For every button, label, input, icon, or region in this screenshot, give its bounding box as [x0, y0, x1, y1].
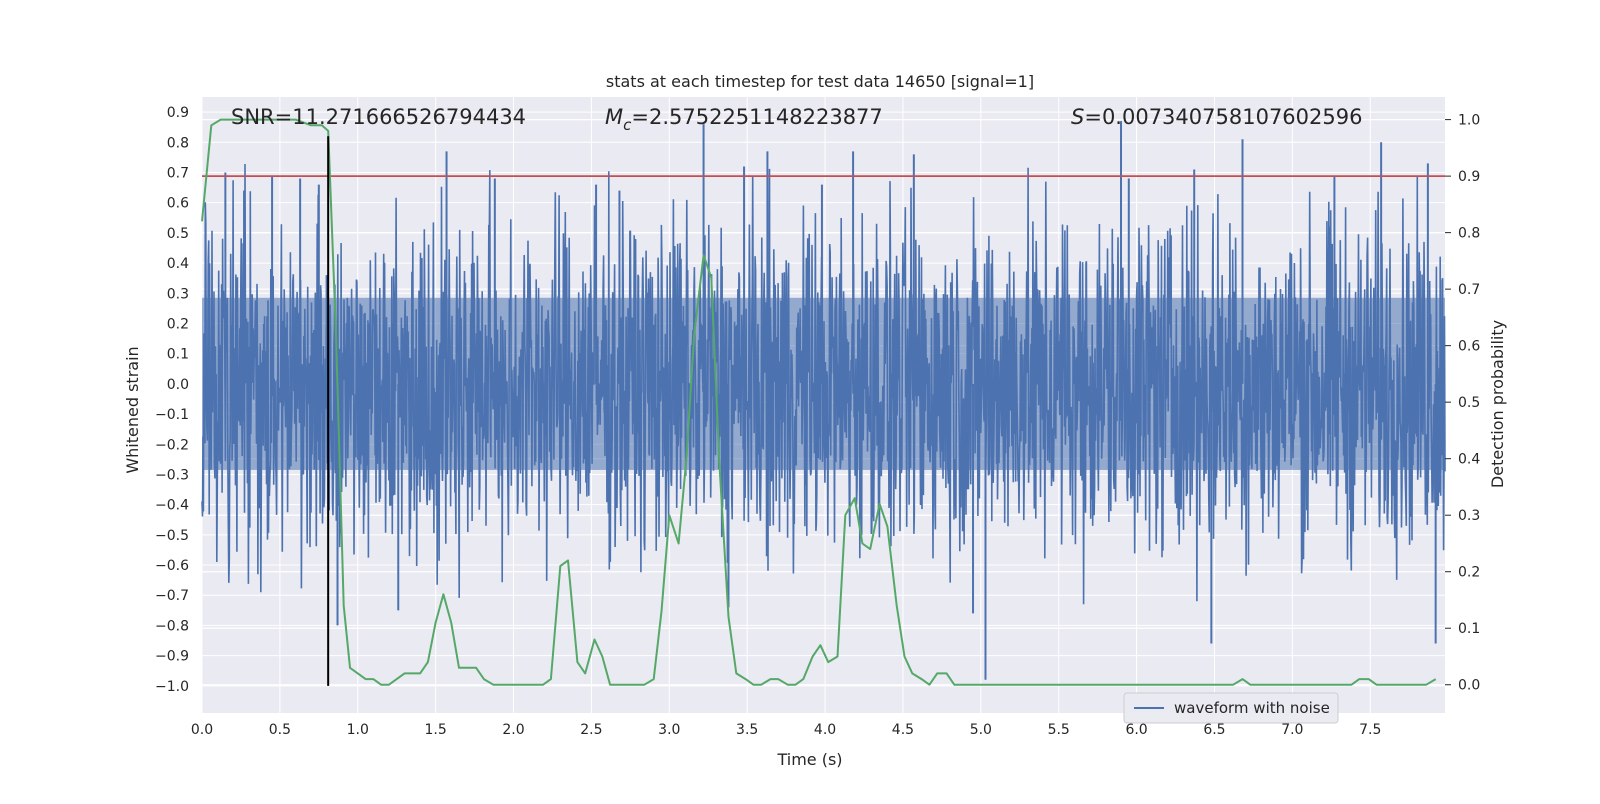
x-tick-label: 4.0 [814, 722, 836, 738]
waveform-series [201, 121, 1446, 680]
y-tick-label-left: −0.2 [155, 437, 189, 453]
x-tick-label: 1.0 [347, 722, 369, 738]
y-tick-label-left: −1.0 [155, 679, 189, 695]
y-tick-label-right: 0.6 [1458, 339, 1480, 355]
y-tick-label-right: 0.1 [1458, 621, 1480, 637]
s-annotation: S=0.007340758107602596 [1071, 105, 1362, 129]
y-tick-label-right: 0.9 [1458, 169, 1480, 185]
y-tick-label-left: 0.8 [167, 135, 189, 151]
x-axis-title: Time (s) [776, 750, 842, 769]
snr-annotation: SNR=11.271666526794434 [231, 105, 526, 129]
s-symbol: S [1071, 105, 1084, 129]
x-tick-label: 2.5 [580, 722, 602, 738]
x-tick-label: 2.0 [502, 722, 524, 738]
y-tick-label-left: −0.8 [155, 618, 189, 634]
chart-title: stats at each timestep for test data 146… [606, 72, 1034, 91]
x-tick-label: 4.5 [892, 722, 914, 738]
y-tick-label-left: −0.1 [155, 407, 189, 423]
y-tick-label-right: 1.0 [1458, 113, 1480, 129]
x-tick-label: 6.5 [1203, 722, 1225, 738]
y-tick-label-right: 0.4 [1458, 452, 1480, 468]
x-tick-label: 5.5 [1048, 722, 1070, 738]
x-tick-label: 0.0 [191, 722, 213, 738]
y-tick-label-left: 0.3 [167, 286, 189, 302]
y-tick-label-left: 0.9 [167, 105, 189, 121]
y-tick-label-right: 0.8 [1458, 226, 1480, 242]
waveform-core [202, 297, 1445, 470]
y-tick-label-left: 0.2 [167, 316, 189, 332]
y-tick-label-left: 0.1 [167, 347, 189, 363]
y-tick-label-right: 0.5 [1458, 395, 1480, 411]
y-tick-label-left: 0.6 [167, 196, 189, 212]
detection-probability-line [201, 118, 1437, 686]
y-axis-title-left: Whitened strain [123, 346, 142, 473]
y-tick-label-left: 0.4 [167, 256, 189, 272]
x-tick-label: 3.0 [658, 722, 680, 738]
legend: waveform with noise [1123, 692, 1339, 724]
y-tick-label-right: 0.7 [1458, 282, 1480, 298]
y-tick-label-right: 0.3 [1458, 508, 1480, 524]
y-tick-label-left: 0.0 [167, 377, 189, 393]
x-tick-label: 7.5 [1359, 722, 1381, 738]
chirp-mass-annotation: Mc=2.5752251148223877 [605, 105, 883, 134]
y-axis-title-right: Detection probability [1488, 320, 1507, 488]
y-tick-label-left: −0.3 [155, 467, 189, 483]
y-tick-label-left: −0.5 [155, 528, 189, 544]
x-tick-label: 6.0 [1125, 722, 1147, 738]
y-tick-label-left: −0.6 [155, 558, 189, 574]
s-value: =0.007340758107602596 [1084, 105, 1362, 129]
x-tick-label: 5.0 [970, 722, 992, 738]
overlay-layer [201, 118, 1445, 686]
y-tick-label-left: 0.7 [167, 165, 189, 181]
x-tick-label: 7.0 [1281, 722, 1303, 738]
chirp-mass-symbol: M [605, 105, 623, 129]
y-tick-label-left: −0.4 [155, 498, 189, 514]
y-tick-label-left: −0.7 [155, 588, 189, 604]
chirp-mass-value: =2.5752251148223877 [631, 105, 882, 129]
y-tick-label-left: −0.9 [155, 649, 189, 665]
legend-label: waveform with noise [1174, 699, 1330, 717]
y-tick-label-right: 0.0 [1458, 678, 1480, 694]
x-tick-label: 3.5 [736, 722, 758, 738]
x-tick-label: 0.5 [269, 722, 291, 738]
x-tick-label: 1.5 [425, 722, 447, 738]
y-tick-label-left: 0.5 [167, 226, 189, 242]
tick-layer: 0.0 0.5 1.0 1.5 2.0 2.5 3.0 3.5 4.0 4.5 5.0 5.5 6.0 6… [155, 105, 1480, 738]
y-tick-label-right: 0.2 [1458, 565, 1480, 581]
chirp-mass-subscript: c [623, 116, 632, 134]
legend-box [1123, 692, 1339, 724]
